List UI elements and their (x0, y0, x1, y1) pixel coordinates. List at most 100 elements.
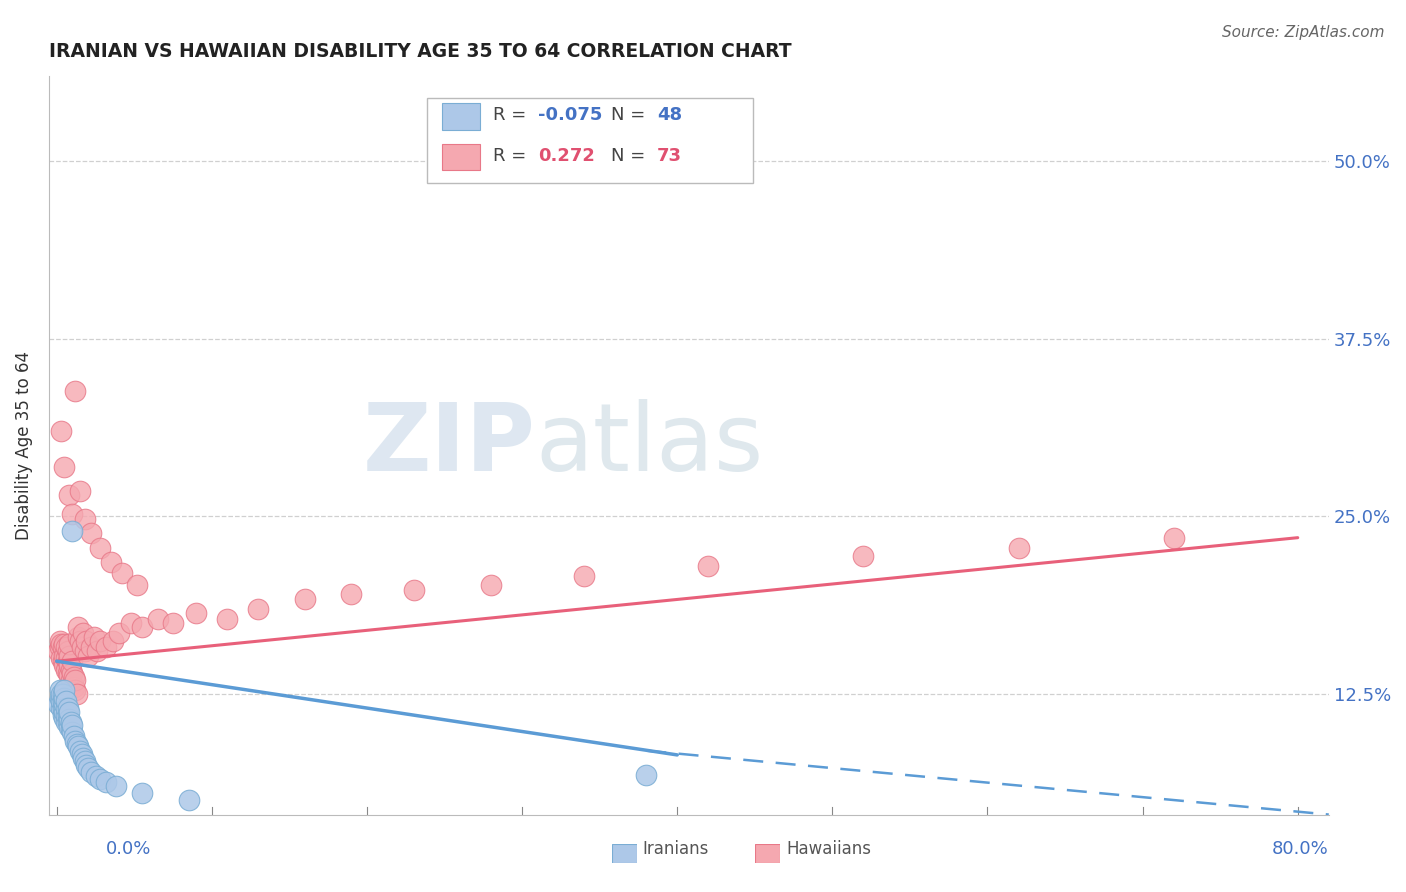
Point (84, 769, 107, 783)
Point (73, 754, 96, 768)
Point (131, 786, 153, 800)
Point (107, 625, 129, 640)
Point (56, 654, 79, 668)
Point (58, 488, 80, 502)
Point (58, 637, 80, 651)
Point (111, 566, 134, 581)
Point (80, 526, 103, 541)
Point (70, 747, 93, 761)
Point (53, 697, 76, 711)
Point (55, 701, 77, 715)
Point (65, 384, 87, 399)
Point (52, 687, 75, 701)
Point (1163, 531, 1185, 545)
Point (72, 751, 94, 765)
Point (52, 640, 75, 654)
Point (479, 577, 502, 591)
Point (70, 640, 93, 654)
Point (67, 620, 90, 634)
Point (53, 637, 76, 651)
Point (60, 718, 83, 732)
Point (62, 680, 84, 694)
Point (56, 665, 79, 680)
Point (59, 715, 82, 730)
Point (75, 634, 97, 648)
FancyBboxPatch shape (441, 144, 481, 170)
Point (60, 665, 83, 680)
Point (100, 555, 122, 569)
Point (66, 737, 89, 751)
Point (58, 713, 80, 727)
Point (127, 577, 149, 591)
Point (58, 706, 80, 720)
Point (51, 651, 73, 665)
Point (49, 634, 72, 648)
Text: N =: N = (610, 106, 651, 124)
Point (55, 663, 77, 677)
Point (73, 644, 96, 658)
Point (53, 682, 76, 697)
Point (96, 775, 118, 789)
Point (65, 673, 87, 687)
Point (62, 730, 84, 744)
Point (59, 663, 82, 677)
Point (51, 637, 73, 651)
Point (56, 708, 79, 723)
Point (59, 673, 82, 687)
Text: R =: R = (494, 146, 538, 165)
Text: R =: R = (494, 106, 531, 124)
Point (52, 654, 75, 668)
Point (46, 697, 69, 711)
Point (53, 691, 76, 706)
Text: 0.0%: 0.0% (105, 840, 150, 858)
Point (55, 694, 77, 708)
Point (60, 677, 83, 691)
Point (55, 651, 77, 665)
Point (58, 719, 80, 733)
Point (60, 524, 83, 538)
Point (217, 612, 239, 626)
Point (89, 541, 111, 555)
Point (62, 670, 84, 684)
Point (131, 620, 153, 634)
Point (51, 687, 73, 701)
Point (76, 648, 98, 663)
Text: 73: 73 (657, 146, 682, 165)
Text: ZIP: ZIP (363, 400, 536, 491)
Text: -0.075: -0.075 (538, 106, 602, 124)
Point (80, 764, 103, 779)
Point (83, 630, 105, 644)
Point (69, 744, 91, 758)
Text: IRANIAN VS HAWAIIAN DISABILITY AGE 35 TO 64 CORRELATION CHART: IRANIAN VS HAWAIIAN DISABILITY AGE 35 TO… (49, 42, 792, 61)
Point (51, 701, 73, 715)
Point (58, 648, 80, 663)
Point (101, 634, 124, 648)
Point (65, 733, 87, 747)
Point (60, 654, 83, 668)
Point (146, 612, 169, 626)
Point (636, 768, 658, 782)
Point (76, 761, 98, 775)
Point (58, 658, 80, 673)
Point (49, 640, 72, 654)
Point (49, 691, 72, 706)
Point (56, 701, 79, 715)
Point (294, 591, 316, 606)
Point (177, 793, 200, 807)
Point (697, 559, 720, 574)
Text: atlas: atlas (536, 400, 763, 491)
Text: Hawaiians: Hawaiians (786, 840, 870, 858)
Point (55, 715, 77, 730)
Point (852, 549, 875, 563)
Text: 80.0%: 80.0% (1272, 840, 1329, 858)
Point (52, 701, 75, 715)
FancyBboxPatch shape (426, 98, 752, 183)
Text: Source: ZipAtlas.com: Source: ZipAtlas.com (1222, 25, 1385, 40)
Point (89, 634, 111, 648)
Point (55, 640, 77, 654)
Point (53, 459, 76, 474)
Point (75, 757, 97, 772)
Point (66, 687, 89, 701)
Point (52, 708, 75, 723)
Point (69, 483, 91, 498)
